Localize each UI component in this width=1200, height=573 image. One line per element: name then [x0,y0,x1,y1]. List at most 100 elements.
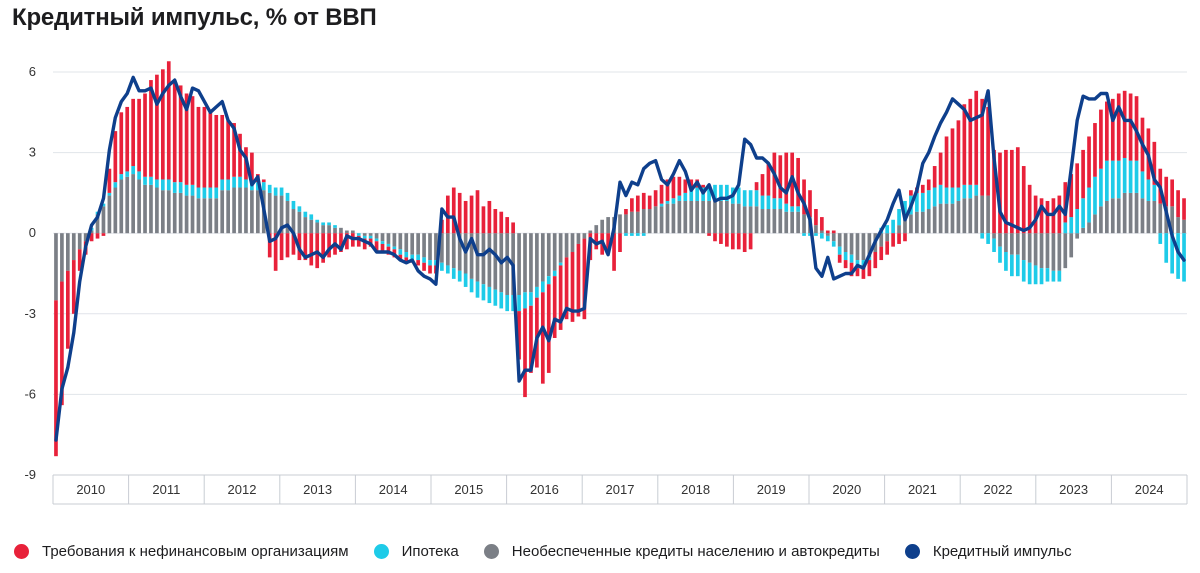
bar-segment [422,262,426,271]
bar-segment [1099,109,1103,169]
bar-segment [202,198,207,234]
bar-segment [404,257,409,263]
bar-segment [1176,233,1180,279]
bar-segment [285,200,290,234]
bar-segment [1170,179,1174,207]
bar-segment [635,211,640,234]
bar-segment [926,209,931,234]
bar-segment [137,171,141,180]
bar-segment [238,187,242,234]
bar-segment [184,184,189,196]
bar-segment [1099,206,1103,234]
bar-segment [493,233,498,290]
bar-segment [1045,200,1050,234]
bar-segment [279,187,284,196]
bar-segment [540,281,545,293]
bar-segment [374,238,379,242]
bar-segment [998,152,1002,234]
bar-segment [558,265,563,330]
bar-segment [1128,192,1133,234]
bar-segment [564,257,569,320]
bar-segment [481,284,486,301]
bar-segment [113,182,118,188]
bar-segment [766,163,771,196]
bar-segment [926,179,931,191]
bar-segment [107,192,112,196]
bar-segment [54,300,58,457]
bar-segment [149,80,153,177]
bar-segment [582,233,587,239]
x-tick-label: 2015 [454,482,483,497]
legend-label: Ипотека [401,543,459,560]
bar-segment [778,209,783,234]
bar-segment [1004,252,1008,271]
bar-segment [303,211,308,218]
bar-segment [546,233,551,277]
bar-segment [897,225,901,234]
bar-segment [742,206,747,234]
bar-segment [600,219,605,234]
bar-segment [695,200,700,234]
bar-segment [404,233,409,253]
bar-segment [635,195,640,212]
bar-segment [903,233,907,242]
bar-segment [570,233,575,253]
bar-segment [1093,123,1097,177]
bar-segment [748,190,753,207]
bar-segment [333,225,337,228]
bar-segment [137,179,141,234]
bar-segment [238,133,242,177]
bar-segment [962,104,967,185]
bar-segment [137,98,141,172]
bar-segment [1105,200,1109,234]
bar-segment [273,187,278,196]
bar-segment [790,206,795,212]
bar-segment [932,187,937,207]
bar-segment [1122,90,1127,158]
bar-segment [665,179,670,201]
bar-segment [380,233,385,242]
bar-segment [178,85,183,183]
bar-segment [641,209,646,234]
bar-segment [956,200,961,234]
bar-segment [980,98,985,196]
bar-segment [713,184,717,201]
bar-segment [1140,171,1145,199]
bar-segment [594,233,599,250]
bar-segment [1045,233,1050,269]
bar-segment [719,233,723,244]
bar-segment [422,257,426,263]
bar-segment [77,249,82,271]
bar-segment [879,246,884,261]
bar-segment [932,206,937,234]
bar-segment [843,233,848,253]
bar-segment [303,233,308,261]
bar-segment [1010,233,1014,255]
bar-segment [232,123,236,177]
bar-segment [166,61,171,180]
bar-segment [790,211,795,234]
bar-segment [428,265,432,274]
bar-segment [944,187,949,204]
bar-segment [327,225,331,234]
bar-segment [386,243,391,247]
bar-segment [398,254,403,261]
bar-segment [244,179,248,188]
y-tick-label: 3 [29,145,36,160]
bar-segment [1164,206,1169,234]
bar-segment [843,252,848,261]
bar-segment [772,209,777,234]
bar-segment [606,217,610,234]
bar-segment [968,198,973,234]
bar-segment [962,184,967,199]
bar-segment [529,233,533,293]
bar-segment [635,233,640,236]
bar-segment [511,294,515,312]
bar-segment [677,195,682,201]
y-tick-label: 6 [29,64,36,79]
bar-segment [416,254,420,261]
bar-segment [297,206,302,212]
bar-segment [487,233,492,287]
y-tick-label: -9 [24,467,36,482]
bar-segment [1015,147,1020,234]
